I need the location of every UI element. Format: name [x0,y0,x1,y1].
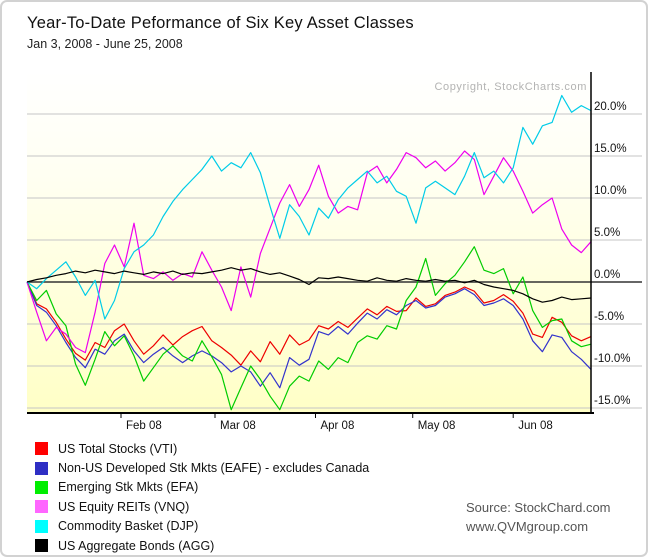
series-line-agg [26,267,592,303]
x-axis-label: May 08 [418,420,456,432]
legend-item-vnq: US Equity REITs (VNQ) [35,497,369,516]
y-axis-label: 20.0% [594,101,627,113]
legend-swatch-black [35,539,48,553]
series-line-vti [26,281,592,366]
y-axis-label: 15.0% [594,143,627,155]
source-attribution: Source: StockChard.com www.QVMgroup.com [466,498,611,536]
legend-item-eafe: Non-US Developed Stk Mkts (EAFE) - exclu… [35,458,369,477]
legend-item-agg: US Aggregate Bonds (AGG) [35,536,369,555]
chart-legend: US Total Stocks (VTI) Non-US Developed S… [35,439,369,555]
x-axis-label: Apr 08 [320,420,354,432]
legend-label: Emerging Stk Mkts (EFA) [58,480,199,495]
series-line-eafe [26,281,592,389]
plot-background [27,72,591,413]
copyright-watermark: Copyright, StockCharts.com [434,81,587,93]
series-line-vnq [26,150,592,354]
y-axis-label: 10.0% [594,185,627,197]
legend-swatch-green [35,480,48,494]
page-title: Year-To-Date Peformance of Six Key Asset… [27,14,414,32]
x-axis-label: Jun 08 [518,420,553,432]
legend-swatch-magenta [35,500,48,514]
legend-label: Commodity Basket (DJP) [58,519,199,534]
legend-item-vti: US Total Stocks (VTI) [35,439,369,458]
legend-label: Non-US Developed Stk Mkts (EAFE) - exclu… [58,461,370,476]
source-url: www.QVMgroup.com [466,519,589,534]
series-line-djp [26,94,592,320]
series-line-efa [26,246,592,411]
y-axis-label: 0.0% [594,269,620,281]
y-axis-label: -15.0% [594,395,630,407]
legend-swatch-cyan [35,519,48,533]
chart-date-range: Jan 3, 2008 - June 25, 2008 [27,37,183,51]
legend-swatch-blue [35,461,48,475]
legend-swatch-red [35,442,48,456]
legend-item-efa: Emerging Stk Mkts (EFA) [35,478,369,497]
legend-label: US Total Stocks (VTI) [58,441,178,456]
source-line: Source: StockChard.com [466,500,611,515]
legend-item-djp: Commodity Basket (DJP) [35,517,369,536]
legend-label: US Equity REITs (VNQ) [58,499,190,514]
x-axis-label: Feb 08 [126,420,162,432]
legend-label: US Aggregate Bonds (AGG) [58,538,215,553]
x-axis-label: Mar 08 [220,420,256,432]
y-axis-label: -5.0% [594,311,624,323]
y-axis-label: 5.0% [594,227,620,239]
y-axis-label: -10.0% [594,353,630,365]
